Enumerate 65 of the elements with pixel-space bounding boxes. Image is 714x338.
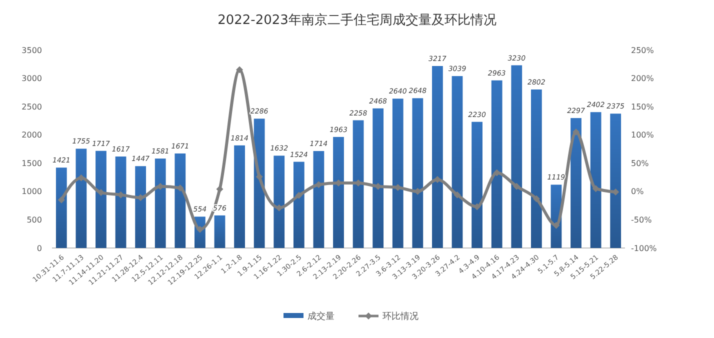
- point: [176, 184, 184, 192]
- bar: [530, 89, 542, 248]
- y2-tick-label: -100%: [631, 244, 658, 253]
- bar: [274, 156, 285, 248]
- y-tick-label: 2000: [22, 130, 42, 140]
- point: [493, 169, 500, 176]
- point: [236, 66, 244, 74]
- bar: [432, 66, 443, 248]
- bar: [254, 118, 265, 248]
- bar: [412, 98, 424, 248]
- y-tick-label: 500: [26, 216, 42, 225]
- bar: [511, 65, 522, 248]
- point: [513, 182, 520, 190]
- bar: [352, 120, 364, 248]
- bar: [293, 162, 304, 248]
- bar: [610, 114, 622, 248]
- y-tick-label: 1500: [22, 158, 42, 168]
- y-tick-label: 1000: [22, 187, 42, 196]
- bar: [76, 148, 87, 248]
- y-tick-label: 3500: [22, 46, 42, 55]
- bar: [590, 112, 602, 248]
- point: [196, 226, 204, 233]
- point: [454, 191, 461, 198]
- bar: [333, 136, 344, 248]
- point: [216, 186, 224, 193]
- point: [552, 222, 560, 229]
- bar: [491, 80, 502, 248]
- point: [572, 128, 580, 136]
- point: [315, 181, 322, 188]
- bar: [313, 151, 324, 248]
- bar: [570, 118, 582, 248]
- y2-tick-label: -50%: [631, 216, 652, 225]
- legend-label: 环比情况: [382, 311, 418, 322]
- bar: [472, 122, 482, 248]
- y2-tick-label: 150%: [631, 102, 654, 112]
- y-tick-label: 3000: [22, 74, 42, 84]
- bar: [174, 153, 186, 248]
- bar: [115, 156, 126, 248]
- y2-tick-label: 0%: [631, 187, 644, 196]
- bar: [234, 145, 245, 248]
- point: [295, 192, 302, 199]
- bar: [372, 108, 384, 248]
- bar: [56, 168, 67, 248]
- y2-tick-label: 100%: [631, 130, 654, 140]
- bar: [96, 150, 106, 248]
- y-tick-label: 2500: [22, 102, 42, 112]
- y2-tick-label: 250%: [631, 46, 654, 55]
- legend-label: 成交量: [308, 311, 334, 322]
- point: [58, 196, 65, 204]
- point: [256, 173, 263, 180]
- point: [612, 188, 620, 196]
- bar: [392, 98, 404, 248]
- point: [276, 204, 283, 212]
- bar: [154, 158, 166, 248]
- bar: [452, 76, 463, 248]
- point: [97, 189, 104, 196]
- y2-tick-label: 50%: [631, 158, 650, 168]
- y2-tick-label: 200%: [631, 74, 654, 84]
- bar: [214, 215, 226, 248]
- point: [592, 185, 600, 192]
- chart-title: 2022-2023年南京二手住宅周成交量及环比情况: [218, 12, 496, 28]
- point: [532, 195, 540, 202]
- y-tick-label: 0: [36, 244, 42, 253]
- point: [78, 174, 85, 182]
- bar: [135, 166, 146, 248]
